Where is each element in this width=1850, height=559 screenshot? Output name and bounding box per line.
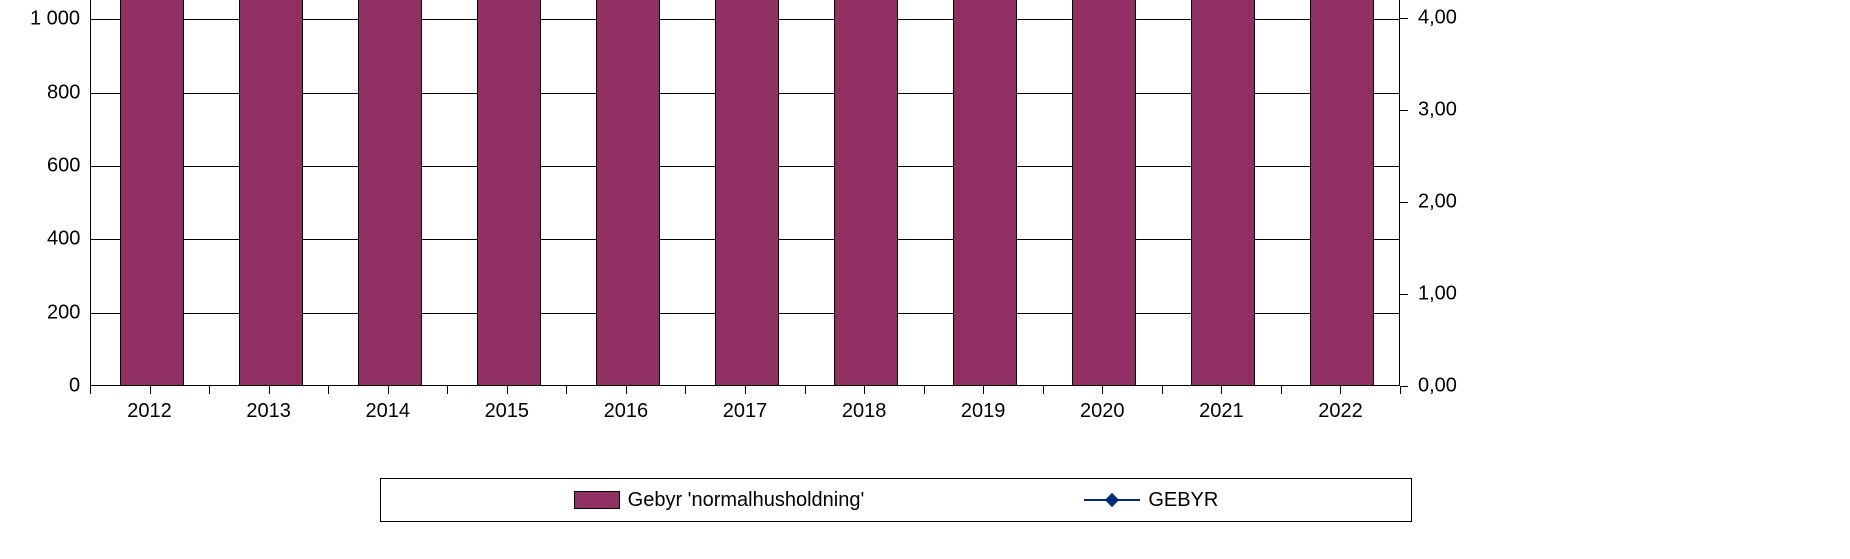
legend-swatch: [574, 491, 620, 509]
bar: [953, 0, 1017, 385]
bar: [239, 0, 303, 385]
bar: [1191, 0, 1255, 385]
x-tick-label: 2015: [485, 400, 530, 423]
x-tick-mark: [864, 386, 865, 394]
x-tick-mark: [1102, 386, 1103, 394]
legend-line-marker: [1084, 499, 1140, 501]
x-tick-mark: [1043, 386, 1044, 394]
legend-label: GEBYR: [1148, 489, 1218, 512]
x-tick-mark: [269, 386, 270, 394]
x-tick-mark: [209, 386, 210, 394]
chart-container: Kr/å Gebyr 'normalhusholdning'GEBYR 0200…: [0, 0, 1850, 559]
x-tick-label: 2018: [842, 400, 887, 423]
x-tick-label: 2012: [127, 400, 172, 423]
bar: [834, 0, 898, 385]
x-tick-mark: [328, 386, 329, 394]
diamond-icon: [1105, 493, 1119, 507]
y-right-tick-mark: [1400, 110, 1408, 111]
x-tick-label: 2014: [365, 400, 410, 423]
x-tick-label: 2021: [1199, 400, 1244, 423]
y-left-tick-label: 800: [47, 81, 80, 104]
x-tick-label: 2016: [604, 400, 649, 423]
x-tick-mark: [388, 386, 389, 394]
legend-item: Gebyr 'normalhusholdning': [574, 489, 865, 512]
plot-area: [90, 0, 1400, 386]
x-tick-mark: [983, 386, 984, 394]
legend-item: GEBYR: [1084, 489, 1218, 512]
x-tick-label: 2022: [1318, 400, 1363, 423]
x-tick-mark: [805, 386, 806, 394]
x-tick-mark: [150, 386, 151, 394]
x-tick-mark: [1400, 386, 1401, 394]
legend: Gebyr 'normalhusholdning' GEBYR: [380, 478, 1412, 522]
x-tick-label: 2020: [1080, 400, 1125, 423]
bar: [358, 0, 422, 385]
x-tick-mark: [507, 386, 508, 394]
bar: [477, 0, 541, 385]
x-tick-mark: [447, 386, 448, 394]
y-left-tick-label: 400: [47, 228, 80, 251]
y-left-tick-label: 200: [47, 301, 80, 324]
y-right-tick-label: 2,00: [1418, 190, 1457, 213]
x-tick-label: 2019: [961, 400, 1006, 423]
x-tick-mark: [626, 386, 627, 394]
y-right-tick-label: 3,00: [1418, 98, 1457, 121]
x-tick-mark: [566, 386, 567, 394]
bar: [596, 0, 660, 385]
x-tick-mark: [1221, 386, 1222, 394]
y-right-tick-label: 1,00: [1418, 282, 1457, 305]
x-tick-mark: [924, 386, 925, 394]
legend-label: Gebyr 'normalhusholdning': [628, 489, 865, 512]
y-right-tick-label: 0,00: [1418, 375, 1457, 398]
x-tick-mark: [1281, 386, 1282, 394]
x-tick-label: 2017: [723, 400, 768, 423]
y-left-tick-label: 0: [69, 375, 80, 398]
bar: [1072, 0, 1136, 385]
y-right-tick-mark: [1400, 294, 1408, 295]
y-right-tick-mark: [1400, 386, 1408, 387]
bar: [1310, 0, 1374, 385]
y-left-tick-label: 1 000: [30, 8, 80, 31]
y-right-tick-mark: [1400, 18, 1408, 19]
y-left-tick-label: 600: [47, 155, 80, 178]
bar: [120, 0, 184, 385]
x-tick-mark: [745, 386, 746, 394]
y-right-tick-mark: [1400, 202, 1408, 203]
x-tick-mark: [1162, 386, 1163, 394]
x-tick-mark: [90, 386, 91, 394]
bar: [715, 0, 779, 385]
x-tick-mark: [1340, 386, 1341, 394]
y-right-tick-label: 4,00: [1418, 6, 1457, 29]
x-tick-mark: [685, 386, 686, 394]
x-tick-label: 2013: [246, 400, 291, 423]
